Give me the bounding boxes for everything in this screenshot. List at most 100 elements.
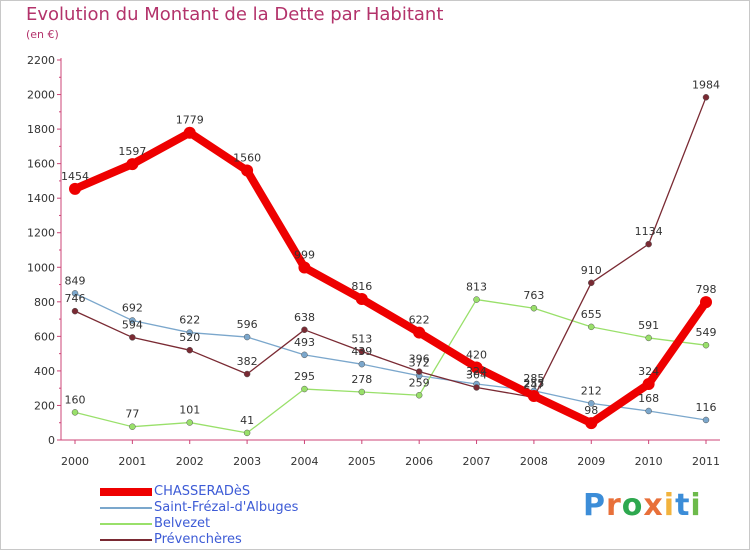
logo-letter: o — [621, 488, 644, 523]
data-label: 420 — [466, 348, 487, 361]
proxiti-logo: Proxiti — [583, 488, 702, 523]
series-line-3 — [74, 96, 707, 398]
data-label: 549 — [696, 326, 717, 339]
chart-subtitle: (en €) — [26, 28, 59, 41]
legend-swatch — [100, 488, 152, 496]
data-point — [301, 351, 308, 359]
data-point — [642, 378, 655, 391]
data-label: 101 — [179, 404, 200, 417]
x-tick-label: 2011 — [692, 455, 720, 468]
data-label: 285 — [523, 372, 544, 385]
x-tick-label: 2001 — [118, 455, 146, 468]
data-label: 41 — [240, 414, 254, 427]
data-point — [585, 417, 598, 430]
y-tick-label: 1200 — [27, 227, 55, 240]
x-tick-label: 2002 — [176, 455, 204, 468]
data-point — [645, 240, 652, 248]
y-tick-label: 400 — [34, 365, 55, 378]
data-label: 278 — [351, 373, 372, 386]
legend-swatch — [100, 523, 152, 525]
data-label: 98 — [584, 404, 598, 417]
data-label: 77 — [125, 408, 139, 421]
data-label: 247 — [523, 378, 544, 391]
x-tick-label: 2005 — [348, 455, 376, 468]
data-point — [473, 384, 480, 391]
data-point — [588, 323, 595, 331]
data-point — [71, 307, 79, 315]
series-line-1 — [74, 292, 707, 421]
data-label: 813 — [466, 281, 487, 294]
x-tick-label: 2003 — [233, 455, 261, 468]
data-point — [588, 279, 595, 287]
data-label: 382 — [237, 355, 258, 368]
data-point — [702, 416, 710, 424]
data-label: 493 — [294, 336, 315, 349]
data-label: 910 — [581, 264, 602, 277]
x-tick-label: 2004 — [290, 455, 318, 468]
data-point — [358, 348, 366, 355]
data-label: 655 — [581, 308, 602, 321]
data-point — [183, 126, 196, 139]
data-label: 596 — [237, 318, 258, 331]
data-label: 746 — [65, 292, 86, 305]
data-point — [645, 334, 652, 342]
data-label: 255 — [523, 377, 544, 390]
data-label: 295 — [294, 370, 315, 383]
data-label: 520 — [179, 331, 200, 344]
data-point — [355, 293, 368, 306]
data-label: 591 — [638, 319, 659, 332]
data-label: 324 — [466, 365, 487, 378]
data-point — [186, 329, 193, 336]
x-tick-label: 2008 — [520, 455, 548, 468]
legend-swatch — [100, 507, 152, 509]
data-label: 1454 — [61, 170, 89, 183]
data-label: 849 — [65, 274, 86, 287]
data-label: 1560 — [233, 152, 261, 165]
logo-letter: t — [675, 488, 691, 523]
x-tick-label: 2009 — [577, 455, 605, 468]
data-point — [530, 304, 538, 312]
y-tick-label: 1400 — [27, 192, 55, 205]
data-point — [243, 429, 251, 437]
logo-letter: P — [583, 488, 606, 523]
data-point — [358, 388, 366, 396]
data-label: 1134 — [635, 225, 663, 238]
logo-letter: x — [643, 488, 664, 523]
data-label: 1779 — [176, 114, 204, 127]
data-point — [129, 423, 136, 430]
data-label: 622 — [179, 314, 200, 327]
y-tick-label: 2000 — [27, 89, 55, 102]
data-point — [241, 164, 254, 177]
logo-letter: i — [690, 488, 702, 523]
y-tick-label: 800 — [34, 296, 55, 309]
data-label: 692 — [122, 301, 143, 314]
series-line-0 — [71, 128, 710, 428]
y-tick-label: 200 — [34, 399, 55, 412]
data-point — [358, 360, 366, 368]
legend-label: CHASSERADèS — [154, 484, 251, 499]
line-chart: 0 200 400 600 800 1000 1200 1400 1600 1800 2000 220… — [27, 54, 720, 468]
data-point — [413, 326, 426, 339]
y-tick-label: 0 — [48, 434, 55, 447]
data-point — [126, 158, 139, 171]
x-tick-label: 2000 — [61, 455, 89, 468]
data-label: 763 — [523, 289, 544, 302]
data-point — [588, 400, 595, 407]
data-label: 116 — [696, 401, 717, 414]
logo-letter: r — [606, 488, 622, 523]
legend-label: Belvezet — [154, 516, 211, 531]
data-point — [71, 409, 79, 416]
y-tick-label: 1000 — [27, 261, 55, 274]
data-point — [243, 370, 251, 378]
data-label: 622 — [409, 314, 430, 327]
data-point — [645, 407, 652, 415]
data-label: 439 — [351, 345, 372, 358]
data-label: 798 — [696, 283, 717, 296]
data-label: 259 — [409, 376, 430, 389]
data-point — [527, 389, 540, 402]
data-point — [129, 334, 136, 341]
data-label: 638 — [294, 311, 315, 324]
data-point — [186, 346, 193, 354]
data-point — [298, 261, 311, 274]
